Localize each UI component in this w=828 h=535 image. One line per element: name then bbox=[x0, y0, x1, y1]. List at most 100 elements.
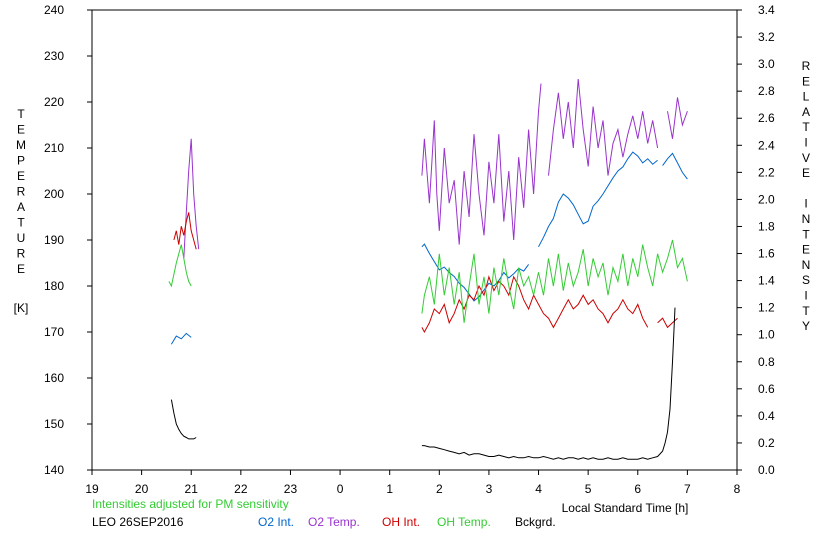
left-tick-label: 160 bbox=[44, 371, 64, 385]
right-tick-label: 3.0 bbox=[758, 57, 775, 71]
right-title-letter: T bbox=[802, 120, 810, 134]
right-title-letter: T bbox=[802, 304, 810, 318]
plot-frame bbox=[91, 9, 738, 471]
series-line-o2-temp bbox=[421, 83, 542, 245]
left-title-letter: U bbox=[17, 231, 26, 245]
x-tick-label: 22 bbox=[234, 482, 248, 496]
right-tick-label: 1.8 bbox=[758, 219, 775, 233]
x-tick-label: 23 bbox=[284, 482, 298, 496]
left-title-letter: P bbox=[17, 154, 25, 168]
legend-entry: O2 Int. bbox=[258, 515, 294, 529]
x-tick-label: 8 bbox=[734, 482, 741, 496]
right-axis-ticks: 0.0 0.2 0.4 0.6 0.8 1.0 1.2 1.4 1.6 1.8 2.0 2.2 2.4 2… bbox=[737, 3, 775, 477]
series-line-o2-int bbox=[170, 332, 192, 345]
left-tick-label: 180 bbox=[44, 279, 64, 293]
left-title-letter: A bbox=[17, 200, 25, 214]
left-tick-label: 170 bbox=[44, 325, 64, 339]
left-title-letter: T bbox=[17, 107, 25, 121]
series-line-bckgrd bbox=[170, 399, 197, 440]
right-tick-label: 2.6 bbox=[758, 111, 775, 125]
right-tick-label: 0.6 bbox=[758, 382, 775, 396]
right-title-letter: I bbox=[804, 197, 807, 211]
right-title-letter: V bbox=[802, 151, 810, 165]
legend: O2 Int. O2 Temp. OH Int. OH Temp. Bckgrd. bbox=[258, 515, 556, 529]
series-line-o2-temp bbox=[183, 138, 200, 259]
legend-entry: Bckgrd. bbox=[515, 515, 556, 529]
right-tick-label: 2.8 bbox=[758, 84, 775, 98]
right-title-letter: E bbox=[802, 166, 810, 180]
left-tick-label: 190 bbox=[44, 233, 64, 247]
right-title-letter: N bbox=[802, 212, 811, 226]
left-title-letter: R bbox=[17, 185, 26, 199]
right-tick-label: 1.4 bbox=[758, 274, 775, 288]
series-line-oh-temp bbox=[421, 239, 688, 323]
right-tick-label: 0.0 bbox=[758, 463, 775, 477]
legend-entry: OH Temp. bbox=[437, 515, 491, 529]
sensitivity-note: Intensities adjusted for PM sensitivity bbox=[92, 497, 289, 511]
right-tick-label: 1.0 bbox=[758, 328, 775, 342]
left-tick-label: 140 bbox=[44, 463, 64, 477]
right-title-letter: E bbox=[802, 243, 810, 257]
right-tick-label: 2.0 bbox=[758, 192, 775, 206]
right-tick-label: 0.4 bbox=[758, 409, 775, 423]
x-tick-label: 20 bbox=[135, 482, 149, 496]
right-tick-label: 0.8 bbox=[758, 355, 775, 369]
right-title-letter: S bbox=[802, 273, 810, 287]
x-tick-label: 4 bbox=[535, 482, 542, 496]
left-tick-label: 200 bbox=[44, 187, 64, 201]
left-tick-label: 220 bbox=[44, 95, 64, 109]
legend-entry: OH Int. bbox=[382, 515, 420, 529]
x-axis-ticks: 19 20 21 22 23 0 1 2 3 4 5 6 7 8 bbox=[85, 470, 741, 496]
left-axis-unit: [K] bbox=[14, 301, 29, 315]
right-title-letter: I bbox=[804, 289, 807, 303]
left-title-letter: R bbox=[17, 247, 26, 261]
x-tick-label: 0 bbox=[337, 482, 344, 496]
left-tick-label: 150 bbox=[44, 417, 64, 431]
right-tick-label: 2.4 bbox=[758, 138, 775, 152]
legend-entry: O2 Temp. bbox=[308, 515, 360, 529]
series-layer bbox=[168, 78, 688, 460]
series-line-o2-int bbox=[662, 152, 688, 180]
x-tick-label: 6 bbox=[634, 482, 641, 496]
right-title-letter: E bbox=[802, 74, 810, 88]
left-title-letter: M bbox=[16, 138, 26, 152]
x-tick-label: 21 bbox=[185, 482, 199, 496]
series-line-oh-int bbox=[421, 275, 649, 334]
x-tick-label: 2 bbox=[436, 482, 443, 496]
series-line-oh-temp bbox=[168, 244, 192, 288]
left-tick-label: 210 bbox=[44, 141, 64, 155]
x-tick-label: 19 bbox=[85, 482, 99, 496]
right-title-letter: Y bbox=[802, 319, 810, 333]
right-tick-label: 3.2 bbox=[758, 30, 775, 44]
series-line-o2-temp bbox=[667, 97, 688, 139]
right-tick-label: 1.6 bbox=[758, 247, 775, 261]
right-title-letter: L bbox=[803, 90, 810, 104]
x-tick-label: 3 bbox=[486, 482, 493, 496]
left-title-letter: E bbox=[17, 262, 25, 276]
right-title-letter: A bbox=[802, 105, 810, 119]
right-tick-label: 2.2 bbox=[758, 165, 775, 179]
x-tick-label: 7 bbox=[684, 482, 691, 496]
right-tick-label: 0.2 bbox=[758, 436, 775, 450]
left-title-letter: E bbox=[17, 123, 25, 137]
station-date-label: LEO 26SEP2016 bbox=[92, 515, 184, 529]
left-tick-label: 230 bbox=[44, 49, 64, 63]
right-tick-label: 3.4 bbox=[758, 3, 775, 17]
x-tick-label: 1 bbox=[386, 482, 393, 496]
right-tick-label: 1.2 bbox=[758, 301, 775, 315]
left-tick-label: 240 bbox=[44, 3, 64, 17]
series-line-oh-int bbox=[173, 212, 197, 250]
left-title-letter: E bbox=[17, 169, 25, 183]
series-line-bckgrd bbox=[421, 307, 676, 460]
right-title-letter: T bbox=[802, 227, 810, 241]
right-title-letter: N bbox=[802, 258, 811, 272]
x-axis-title: Local Standard Time [h] bbox=[562, 501, 689, 515]
x-tick-label: 5 bbox=[585, 482, 592, 496]
right-title-letter: I bbox=[804, 136, 807, 150]
series-line-o2-int bbox=[538, 151, 658, 248]
left-title-letter: T bbox=[17, 216, 25, 230]
series-line-o2-temp bbox=[548, 78, 659, 176]
